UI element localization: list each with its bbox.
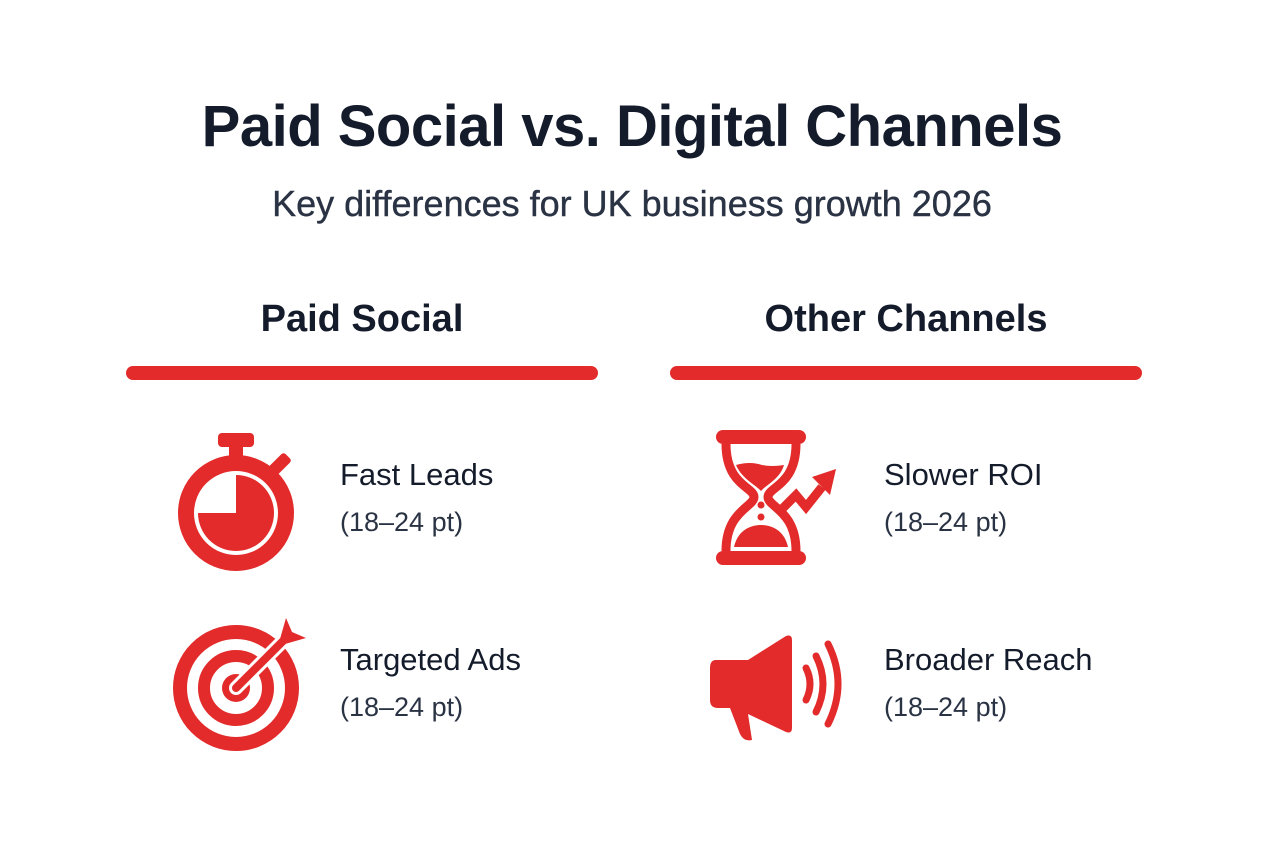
item-label: Broader Reach xyxy=(884,642,1093,677)
item-note: (18–24 pt) xyxy=(884,692,1008,722)
item-note: (18–24 pt) xyxy=(340,507,464,537)
column-divider xyxy=(670,366,1142,380)
column-paid-social: Paid Social Fast Leads (18–24 pt) xyxy=(126,298,598,751)
item-label: Fast Leads xyxy=(340,457,494,492)
item-label: Slower ROI xyxy=(884,457,1043,492)
column-other-channels: Other Channels Slower xyxy=(670,298,1142,741)
page-title: Paid Social vs. Digital Channels xyxy=(201,94,1063,159)
list-item-targeted-ads: Targeted Ads (18–24 pt) xyxy=(126,610,598,760)
target-icon xyxy=(166,610,316,760)
item-note: (18–24 pt) xyxy=(340,692,464,722)
column-heading: Other Channels xyxy=(764,298,1048,340)
page-subtitle: Key differences for UK business growth 2… xyxy=(272,183,992,224)
megaphone-icon xyxy=(700,610,850,760)
item-note: (18–24 pt) xyxy=(884,507,1008,537)
list-item-fast-leads: Fast Leads (18–24 pt) xyxy=(126,425,598,575)
column-heading: Paid Social xyxy=(260,298,464,340)
column-divider xyxy=(126,366,598,380)
item-label: Targeted Ads xyxy=(340,642,521,677)
list-item-broader-reach: Broader Reach (18–24 pt) xyxy=(670,610,1142,760)
hourglass-trend-icon xyxy=(700,425,850,575)
list-item-slower-roi: Slower ROI (18–24 pt) xyxy=(670,425,1142,575)
stopwatch-icon xyxy=(166,425,316,575)
